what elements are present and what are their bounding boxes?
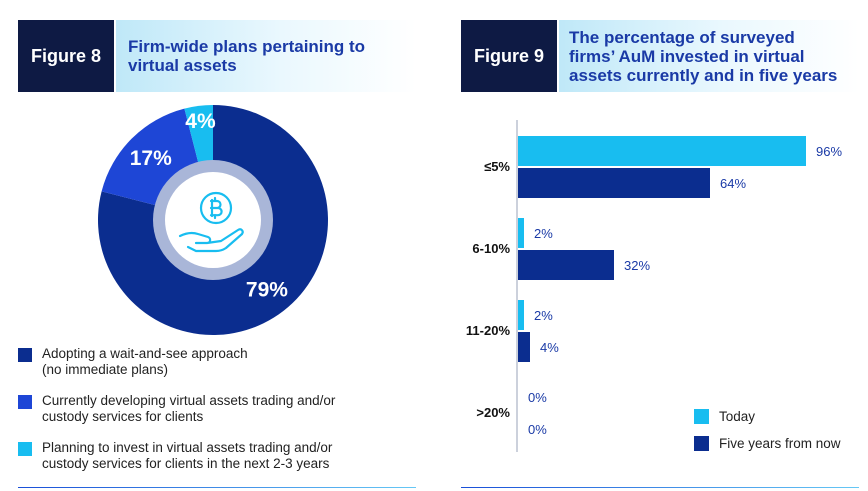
legend-text: Planning to invest in virtual assets tra…	[42, 440, 333, 471]
donut-label-developing: 17%	[130, 147, 172, 170]
legend-text: Currently developing virtual assets trad…	[42, 393, 336, 424]
legend-item-developing: Currently developing virtual assets trad…	[18, 393, 418, 425]
bar-today-11-20	[518, 300, 524, 330]
figure-9-title: The percentage of surveyed firms’ AuM in…	[559, 20, 859, 92]
category-label-gt20: >20%	[476, 405, 510, 420]
legend-five-years-label: Five years from now	[719, 436, 841, 451]
donut-label-planning: 4%	[185, 110, 216, 133]
figure-9-label: Figure 9	[461, 20, 557, 92]
value-label-today-gt20: 0%	[528, 390, 547, 405]
bar-five-years-6-10	[518, 250, 614, 280]
bitcoin-hand-icon	[178, 191, 244, 253]
bar-five-years-11-20	[518, 332, 530, 362]
figure-8-label: Figure 8	[18, 20, 114, 92]
legend-item-wait-and-see: Adopting a wait-and-see approach (no imm…	[18, 346, 418, 378]
legend-text: Adopting a wait-and-see approach (no imm…	[42, 346, 248, 377]
donut-label-wait-and-see: 79%	[246, 279, 288, 302]
category-label-6-10: 6-10%	[472, 241, 510, 256]
divider-left	[18, 487, 416, 488]
value-label-five-years-11-20: 4%	[540, 340, 559, 355]
value-label-five-years-6-10: 32%	[624, 258, 650, 273]
legend-today: Today	[694, 409, 755, 424]
legend-swatch-blue	[18, 395, 32, 409]
value-label-today-le5: 96%	[816, 144, 842, 159]
legend-item-planning: Planning to invest in virtual assets tra…	[18, 440, 418, 472]
figure-8-title: Firm-wide plans pertaining to virtual as…	[116, 20, 416, 92]
legend-today-label: Today	[719, 409, 756, 424]
value-label-today-6-10: 2%	[534, 226, 553, 241]
category-label-le5: ≤5%	[484, 159, 510, 174]
divider-right	[461, 487, 859, 488]
bar-today-le5	[518, 136, 806, 166]
donut-center	[165, 172, 261, 268]
legend-five-years: Five years from now	[694, 436, 841, 451]
legend-swatch-today	[694, 409, 709, 424]
category-label-11-20: 11-20%	[466, 323, 511, 338]
bar-chart: ≤5% 6-10% 11-20% >20% 96% 64% 2% 32% 2% 4% 0% 0%	[466, 120, 842, 452]
bar-five-years-le5	[518, 168, 710, 198]
bar-today-6-10	[518, 218, 524, 248]
legend-swatch-five-years	[694, 436, 709, 451]
legend-swatch-cyan	[18, 442, 32, 456]
value-label-today-11-20: 2%	[534, 308, 553, 323]
value-label-five-years-le5: 64%	[720, 176, 746, 191]
value-label-five-years-gt20: 0%	[528, 422, 547, 437]
donut-chart: 79% 17% 4%	[97, 105, 328, 336]
legend-swatch-navy	[18, 348, 32, 362]
